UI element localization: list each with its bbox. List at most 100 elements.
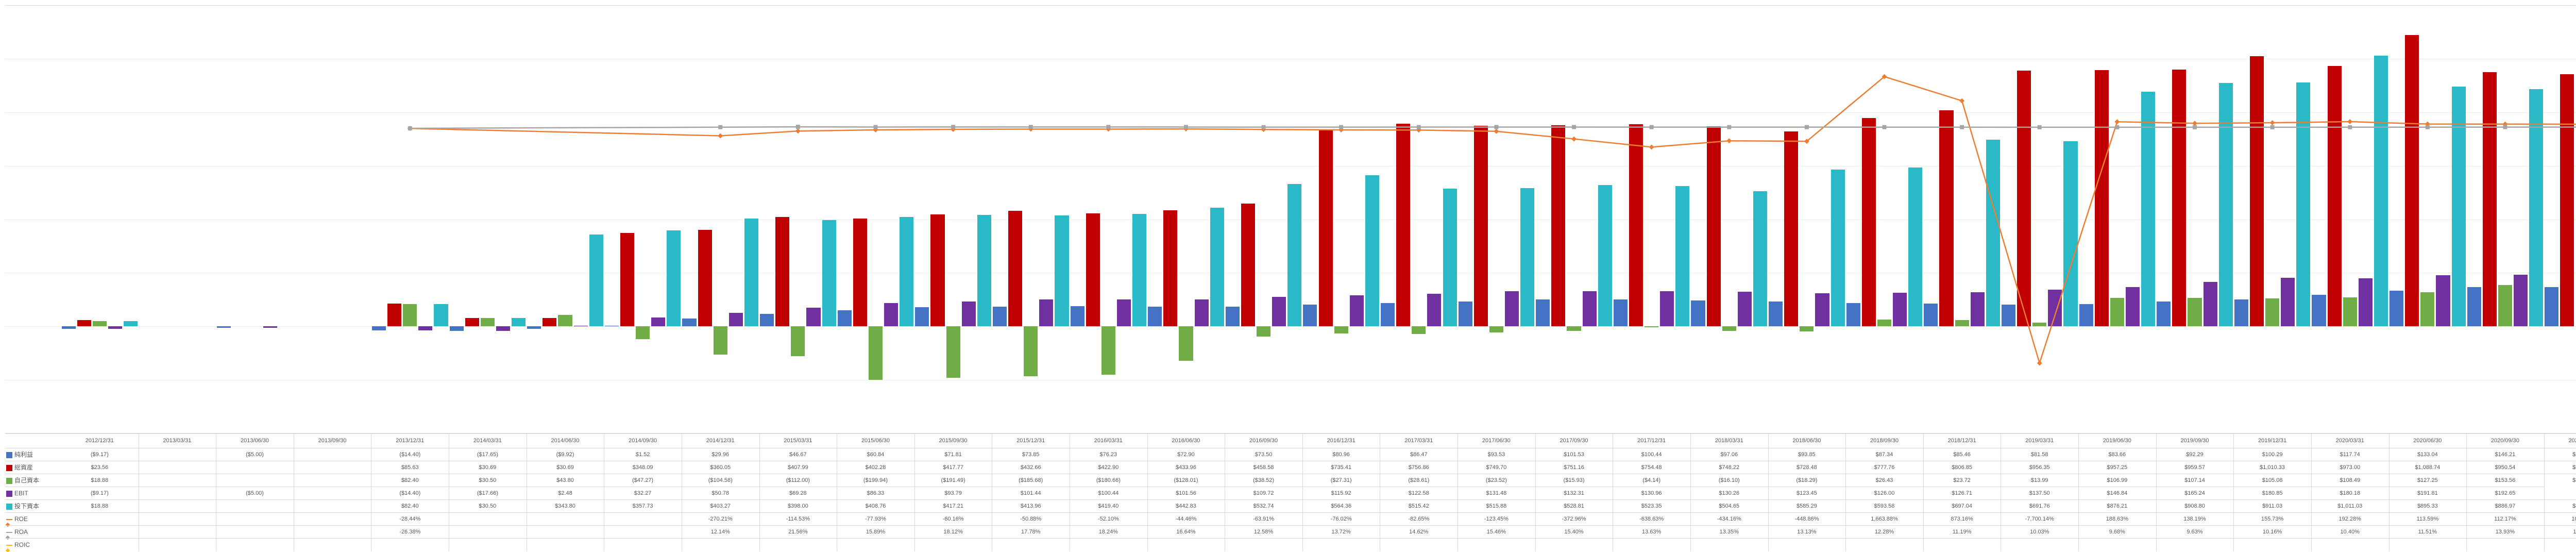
table-cell: $950.54 (2466, 461, 2545, 474)
lines-layer (5, 5, 2576, 433)
table-cell (139, 487, 217, 500)
table-cell: $108.49 (2311, 474, 2389, 487)
table-cell: ($14.40) (371, 448, 449, 461)
table-header-date: 2012/12/31 (61, 434, 139, 448)
table-cell: $82.40 (371, 499, 449, 513)
table-cell: $101.53 (1535, 448, 1614, 461)
marker-roe (2192, 121, 2197, 126)
table-cell: -82.65% (1380, 512, 1459, 526)
table-cell (914, 538, 993, 551)
table-cell: 21.56% (759, 525, 838, 539)
table-cell: $751.16 (1535, 461, 1614, 474)
table-cell (139, 538, 217, 551)
table-cell: ($104.58) (682, 474, 760, 487)
data-table: 2012/12/312013/03/312013/06/302013/09/30… (5, 433, 2576, 552)
table-cell: ($4.14) (1613, 474, 1691, 487)
table-cell: $165.24 (2156, 487, 2234, 500)
table-cell (992, 538, 1070, 551)
table-cell: ($47.27) (604, 474, 682, 487)
table-cell: $343.80 (527, 499, 605, 513)
row-label-roic: ROIC (5, 538, 62, 551)
table-cell: $735.41 (1302, 461, 1381, 474)
table-cell: $93.53 (1458, 448, 1536, 461)
table-cell: $957.25 (2078, 461, 2157, 474)
table-cell (216, 512, 294, 526)
marker-roa (873, 125, 877, 129)
table-cell (604, 538, 682, 551)
table-cell: $433.96 (1147, 461, 1226, 474)
table-cell: 1,663.88% (1845, 512, 1924, 526)
table-cell: $348.09 (604, 461, 682, 474)
table-header-date: 2015/12/31 (992, 434, 1070, 448)
marker-roa (2503, 125, 2507, 129)
total_assets-swatch (6, 465, 12, 471)
table-cell: $18.88 (61, 499, 139, 513)
table-cell (449, 538, 527, 551)
table-cell: ($128.01) (1147, 474, 1226, 487)
table-cell: 14.62% (1380, 525, 1459, 539)
marker-roe (795, 128, 801, 133)
table-cell: $105.08 (2233, 474, 2312, 487)
table-cell: $72.90 (1147, 448, 1226, 461)
table-cell: 155.73% (2233, 512, 2312, 526)
table-cell: $117.74 (2311, 448, 2389, 461)
table-cell: 112.17% (2466, 512, 2545, 526)
table-cell (2466, 538, 2545, 551)
table-cell: $360.05 (682, 461, 760, 474)
marker-roe (1726, 138, 1732, 143)
marker-roa (1494, 125, 1498, 129)
table-cell: 13.72% (1302, 525, 1381, 539)
table-cell (1070, 538, 1148, 551)
table-cell: $748.22 (1690, 461, 1769, 474)
table-cell (1458, 538, 1536, 551)
table-cell: 15.89% (837, 525, 915, 539)
table-cell (61, 538, 139, 551)
table-cell: $407.99 (759, 461, 838, 474)
roe-swatch (6, 519, 12, 520)
table-cell: $13.99 (2001, 474, 2079, 487)
marker-roa (1339, 125, 1343, 129)
marker-roe (718, 133, 723, 138)
table-cell: 17.78% (992, 525, 1070, 539)
table-header-date: 2019/03/31 (2001, 434, 2079, 448)
table-cell: $806.85 (1923, 461, 2002, 474)
table-cell: $153.56 (2466, 474, 2545, 487)
table-cell: 9.63% (2156, 525, 2234, 539)
table-header-date: 2018/09/30 (1845, 434, 1924, 448)
table-cell (216, 499, 294, 513)
table-header-date: 2013/09/30 (294, 434, 372, 448)
table-cell: $585.29 (1768, 499, 1846, 513)
table-cell: ($27.31) (1302, 474, 1381, 487)
table-cell (139, 448, 217, 461)
row-label-ebit: EBIT (5, 487, 62, 500)
table-cell: -434.16% (1690, 512, 1769, 526)
marker-roa (1727, 125, 1731, 129)
line-roe (410, 77, 2576, 363)
table-header-date: 2017/09/30 (1535, 434, 1614, 448)
table-cell: 15.40% (1535, 525, 1614, 539)
table-cell: ($18.29) (1768, 474, 1846, 487)
table-cell: $130.96 (1613, 487, 1691, 500)
table-cell: $23.72 (1923, 474, 2002, 487)
table-cell: $126.00 (1845, 487, 1924, 500)
table-cell: 10.16% (2233, 525, 2312, 539)
marker-roa (1029, 125, 1033, 129)
table-cell (139, 499, 217, 513)
table-cell: $130.26 (1690, 487, 1769, 500)
table-header-date: 2019/12/31 (2233, 434, 2312, 448)
marker-roa (1805, 125, 1809, 129)
table-cell: $959.57 (2156, 461, 2234, 474)
marker-roe (2037, 360, 2042, 365)
table-cell: $728.48 (1768, 461, 1846, 474)
table-cell: $756.86 (1380, 461, 1459, 474)
table-cell: 15.46% (1458, 525, 1536, 539)
table-cell: $46.67 (759, 448, 838, 461)
table-cell (139, 512, 217, 526)
table-cell: $422.90 (1070, 461, 1148, 474)
row-label-roa: ROA (5, 525, 62, 539)
table-cell: $192.65 (2466, 487, 2545, 500)
plot-area (5, 5, 2576, 433)
table-cell: ($38.52) (1225, 474, 1303, 487)
marker-roa (1262, 125, 1266, 129)
chart-container: (単位：百万USD) $1,200$1,000$800$600$400$200$… (0, 0, 2576, 552)
